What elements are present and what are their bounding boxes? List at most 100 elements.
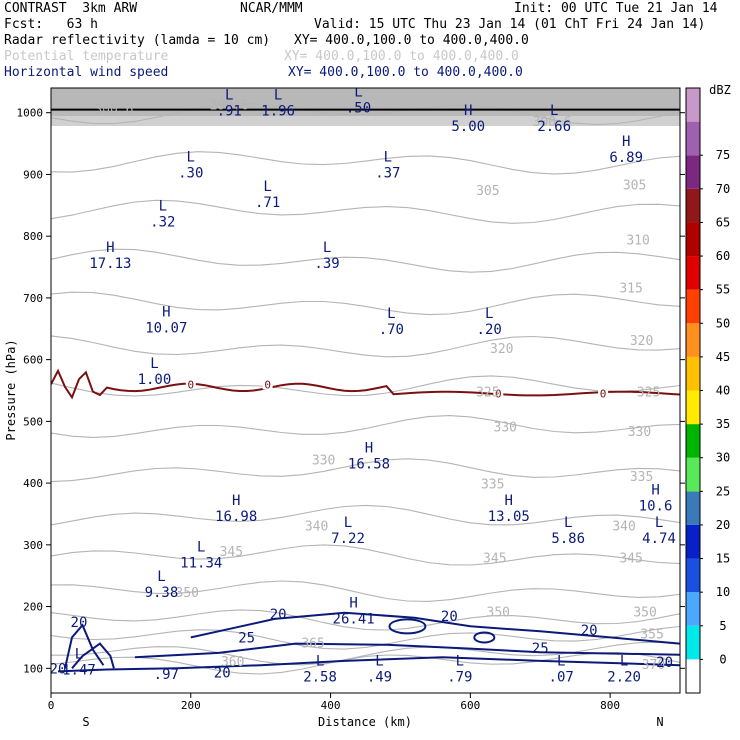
- colorbar-swatch: [686, 659, 700, 693]
- colorbar-label: 70: [716, 182, 730, 196]
- colorbar-label: 0: [719, 652, 726, 666]
- header-fcst: Fcst: 63 h: [4, 18, 98, 32]
- extremum-value: 17.13: [89, 256, 131, 272]
- theta-contour-line: [51, 580, 680, 602]
- extremum-marker: L.71: [255, 179, 280, 211]
- extremum-kind: H: [464, 103, 472, 119]
- theta-contour-line: [51, 102, 680, 126]
- model-label: 3km ARW: [82, 1, 138, 16]
- theta-contour-label: 330: [494, 421, 517, 436]
- wind-contour-closed: [388, 618, 427, 635]
- wind-contour-label: 20: [581, 623, 598, 639]
- theta-contour-label: 370: [642, 658, 665, 673]
- extremum-kind: L: [485, 306, 493, 322]
- theta-contour-label: 345: [619, 551, 642, 566]
- extremum-value: 11.34: [180, 556, 222, 572]
- extremum-value: 2.66: [537, 119, 571, 135]
- colorbar-label: 20: [716, 518, 730, 532]
- extremum-value: 2.20: [607, 670, 641, 686]
- wind-contour-line: [64, 623, 105, 669]
- extremum-kind: L: [564, 515, 572, 531]
- extremum-value: 10.07: [145, 320, 187, 336]
- wind-contour-label: 20: [50, 661, 67, 677]
- x-left-end-label: S: [82, 715, 89, 729]
- x-tick-label: 800: [600, 699, 620, 712]
- wind-contour-label: 25: [238, 630, 255, 646]
- colorbar-swatch: [686, 457, 700, 492]
- extremum-marker: L.20: [477, 306, 502, 338]
- theta-contour-label: 335: [481, 477, 504, 492]
- extremum-kind: L: [323, 240, 331, 256]
- wind-contour-label: 20: [71, 615, 88, 631]
- extremum-marker: L.49: [367, 654, 392, 686]
- extremum-marker: .97: [154, 667, 179, 683]
- freezing-level-label: 0: [600, 388, 607, 401]
- extremum-kind: H: [365, 441, 373, 457]
- theta-contour-line: [51, 504, 680, 526]
- extremum-kind: L: [187, 149, 195, 165]
- colorbar-swatch: [686, 356, 700, 391]
- theta-contour-label: 325: [476, 385, 499, 400]
- theta-contour-line: [51, 199, 680, 224]
- wind-contour-line: [134, 642, 680, 659]
- colorbar-swatch: [686, 256, 700, 290]
- theta-contour-label: 320: [630, 334, 653, 349]
- extremum-value: 2.58: [303, 670, 337, 686]
- extremum-value: 1.47: [62, 662, 96, 678]
- extremum-marker: L2.20: [607, 654, 641, 686]
- extremum-value: .30: [178, 165, 203, 181]
- extremum-value: 16.98: [215, 509, 257, 525]
- theta-contour-label: 360: [221, 655, 244, 670]
- colorbar-swatch: [686, 592, 700, 626]
- theta-contour-line: [51, 151, 680, 175]
- field2-xy: XY= 400.0,100.0 to 400.0,400.0: [284, 49, 519, 64]
- theta-contour-label: 305: [476, 184, 499, 199]
- wind-contour-closed: [473, 631, 496, 644]
- fcst-value: 63 h: [66, 17, 98, 32]
- fcst-label: Fcst:: [4, 17, 44, 32]
- extremum-value: 4.74: [642, 531, 676, 547]
- colorbar-label: 65: [716, 215, 730, 229]
- extremum-kind: L: [557, 654, 565, 670]
- extremum-kind: L: [354, 85, 362, 101]
- extremum-marker: L1.47: [62, 646, 96, 678]
- upper-level-shading: [51, 88, 680, 116]
- extremum-marker: H10.6: [639, 483, 673, 515]
- y-tick-label: 100: [23, 662, 43, 675]
- extremum-marker: L4.74: [642, 515, 676, 547]
- extremum-marker: L.79: [447, 654, 472, 686]
- field1-xy: XY= 400.0,100.0 to 400.0,400.0: [294, 33, 529, 48]
- theta-contour-line: [51, 609, 680, 631]
- extremum-marker: L.07: [549, 654, 574, 686]
- theta-contour-line: [51, 291, 680, 316]
- colorbar-label: 60: [716, 249, 730, 263]
- theta-contour-label: 299.6: [210, 98, 249, 113]
- colorbar-label: 75: [716, 148, 730, 162]
- extremum-marker: H5.00: [451, 103, 485, 135]
- extremum-value: .32: [150, 215, 175, 231]
- freezing-level-label-bg: [598, 387, 609, 399]
- colorbar-swatch: [686, 222, 700, 257]
- colorbar-label: 15: [716, 552, 730, 566]
- extremum-kind: L: [225, 88, 233, 104]
- theta-contour-label: 320: [490, 342, 513, 357]
- extremum-value: 9.38: [145, 585, 179, 601]
- freezing-level-label: 0: [495, 388, 502, 401]
- y-tick-label: 600: [23, 354, 43, 367]
- extremum-value: .71: [255, 195, 280, 211]
- theta-contour-label: 350: [176, 586, 199, 601]
- extremum-value: .49: [367, 670, 392, 686]
- colorbar-swatch: [686, 88, 700, 122]
- extremum-marker: L11.34: [180, 540, 222, 572]
- y-axis-title: Pressure (hPa): [4, 339, 18, 440]
- y-tick-label: 800: [23, 230, 43, 243]
- extremum-value: 7.22: [331, 531, 365, 547]
- theta-contour-line: [51, 375, 680, 397]
- extremum-marker: L9.38: [145, 569, 179, 601]
- theta-contour-line: [51, 415, 680, 438]
- extremum-value: .97: [154, 667, 179, 683]
- x-right-end-label: N: [656, 715, 663, 729]
- wind-contour-label: 25: [532, 641, 549, 657]
- field1-name: Radar reflectivity (lamda = 10 cm): [4, 33, 271, 48]
